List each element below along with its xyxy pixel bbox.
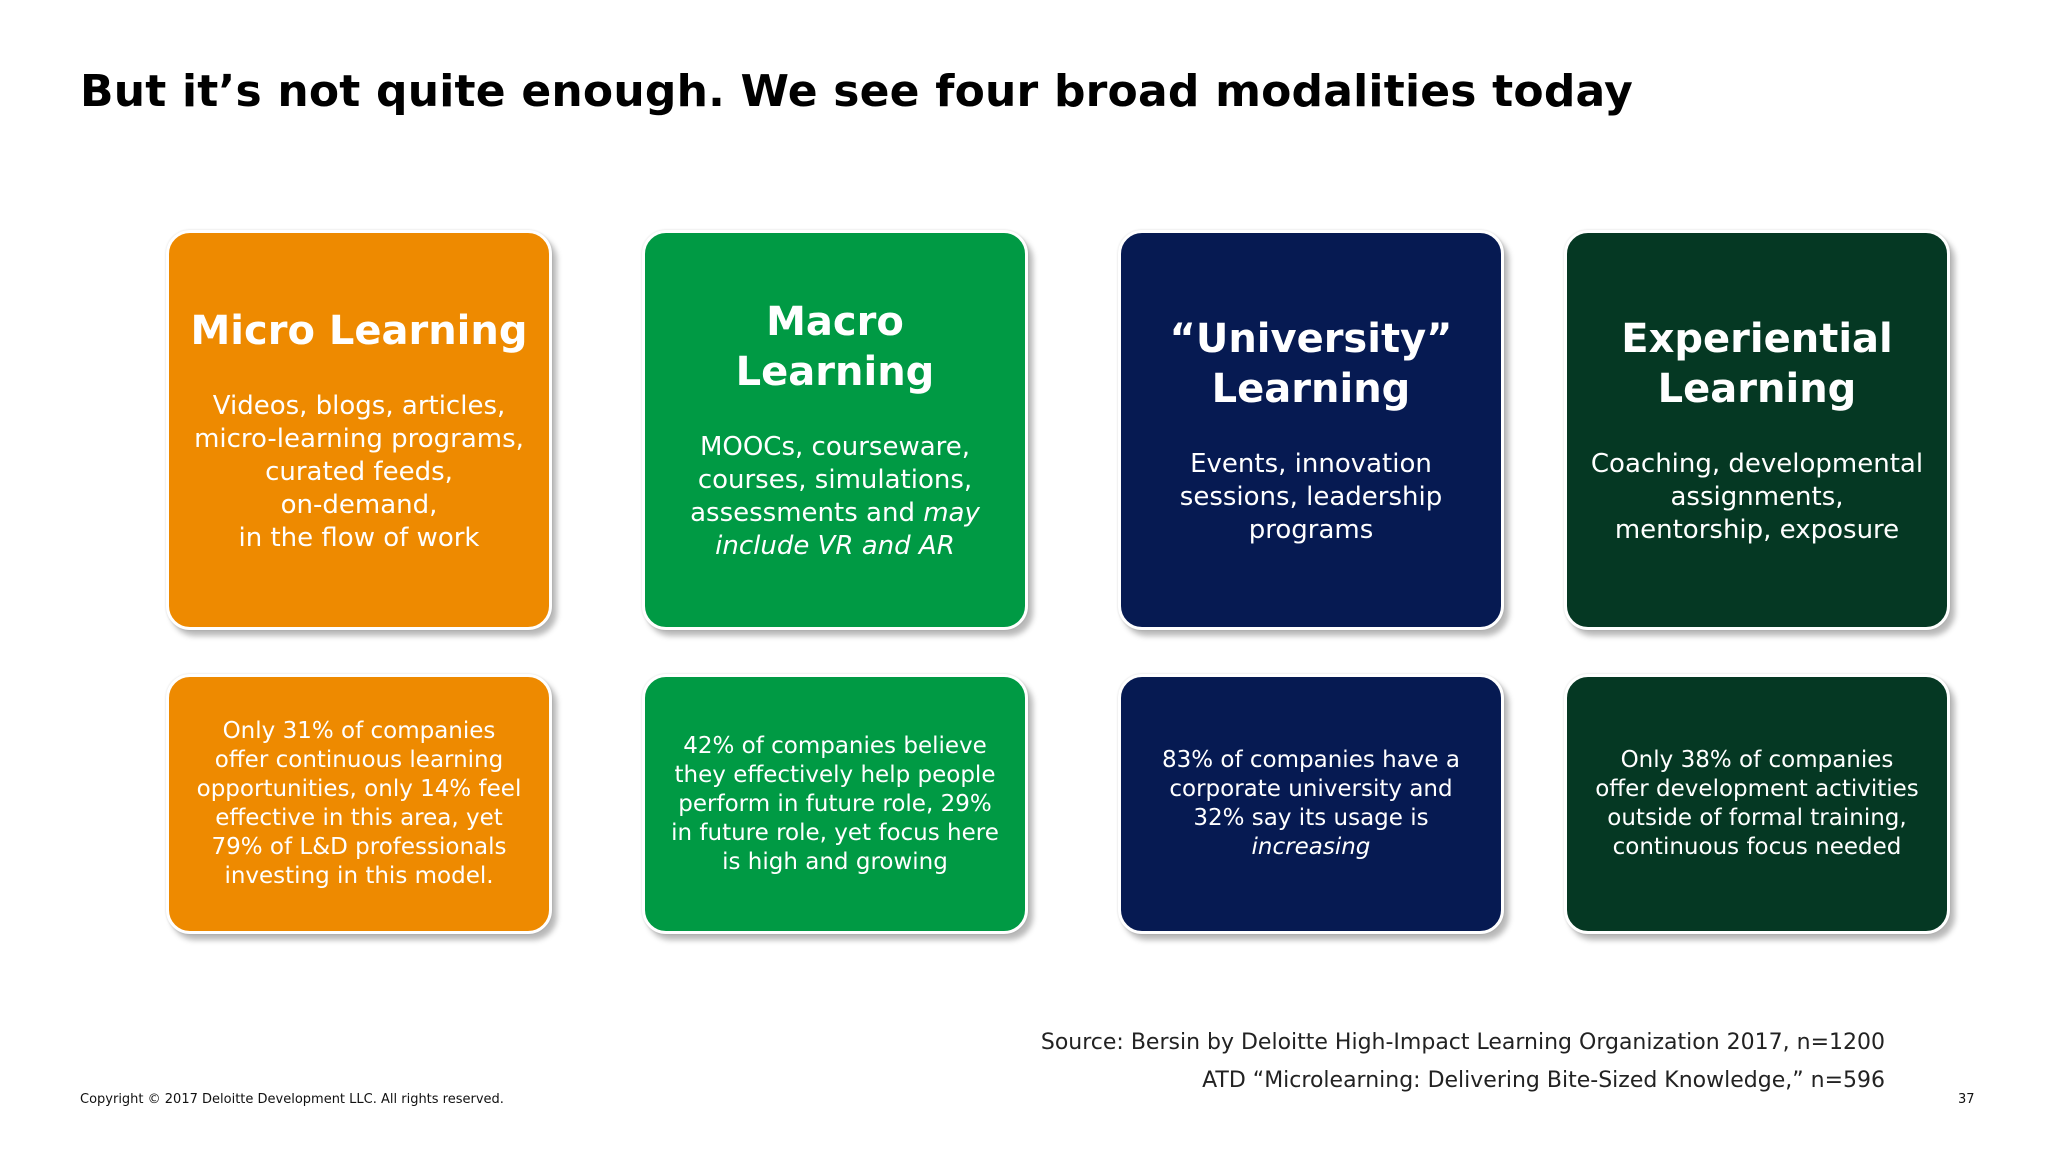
card-description: Videos, blogs, articles, micro-learning … [194, 390, 524, 555]
slide-title: But it’s not quite enough. We see four b… [80, 66, 1633, 117]
macro-learning-card: Macro Learning MOOCs, courseware, course… [642, 230, 1028, 630]
card-description: Events, innovation sessions, leadership … [1180, 448, 1442, 547]
stat-line: 32% say its usage is [1193, 805, 1429, 831]
stat-line: opportunities, only 14% feel [196, 776, 522, 802]
card-heading: Micro Learning [191, 306, 528, 356]
stat-line: effective in this area, yet [215, 805, 503, 831]
stat-line: offer continuous learning [214, 747, 504, 773]
stat-line: Only 38% of companies [1620, 747, 1894, 773]
stat-line: increasing [1251, 834, 1371, 860]
stat-line: Only 31% of companies [222, 718, 496, 744]
stat-text: 83% of companies have a corporate univer… [1162, 746, 1460, 862]
stat-line: offer development activities [1595, 776, 1919, 802]
stat-line: outside of formal training, [1607, 805, 1907, 831]
macro-learning-stat-card: 42% of companies believe they effectivel… [642, 674, 1028, 934]
description-line: courses, simulations, [697, 465, 973, 495]
card-description: MOOCs, courseware, courses, simulations,… [690, 431, 980, 563]
stat-line: is high and growing [722, 848, 948, 875]
stat-line: investing in this model. [224, 863, 494, 889]
description-line: Videos, blogs, articles, [212, 390, 506, 421]
experiential-learning-card: Experiential Learning Coaching, developm… [1564, 230, 1950, 630]
card-description: Coaching, developmental assignments, men… [1591, 448, 1923, 547]
stat-line: they effectively help people [674, 761, 996, 788]
heading-line: “University” [1169, 315, 1453, 362]
stat-text: 42% of companies believe they effectivel… [671, 732, 999, 877]
description-line: in the flow of work [238, 522, 480, 553]
source-line: Source: Bersin by Deloitte High-Impact L… [1040, 1030, 1885, 1055]
description-italic-text: may [923, 498, 980, 528]
heading-line: Micro Learning [190, 307, 528, 354]
description-line: curated feeds, [265, 456, 453, 487]
description-line: mentorship, exposure [1614, 514, 1900, 545]
description-line: micro-learning programs, [194, 423, 524, 454]
stat-text: Only 31% of companies offer continuous l… [197, 717, 522, 891]
source-citation: Source: Bersin by Deloitte High-Impact L… [1041, 1024, 1885, 1100]
card-heading: “University” Learning [1170, 314, 1453, 414]
description-line: MOOCs, courseware, [699, 432, 971, 462]
stat-line: in future role, yet focus here [671, 819, 999, 846]
description-line: include VR and AR [715, 531, 955, 561]
heading-line: Experiential [1621, 315, 1893, 362]
source-line: ATD “Microlearning: Delivering Bite-Size… [1202, 1068, 1885, 1093]
stat-text: Only 38% of companies offer development … [1595, 746, 1919, 862]
heading-line: Learning [1657, 365, 1857, 412]
university-learning-stat-card: 83% of companies have a corporate univer… [1118, 674, 1504, 934]
university-learning-card: “University” Learning Events, innovation… [1118, 230, 1504, 630]
description-line: Coaching, developmental [1590, 448, 1924, 479]
heading-line: Learning [735, 349, 935, 395]
stat-line: 79% of L&D professionals [211, 834, 507, 860]
page-number: 37 [1958, 1092, 1975, 1107]
description-line: assessments and may [690, 497, 980, 530]
card-heading: Experiential Learning [1621, 314, 1892, 414]
description-line: sessions, leadership [1179, 481, 1443, 512]
copyright-notice: Copyright © 2017 Deloitte Development LL… [80, 1092, 504, 1107]
micro-learning-card: Micro Learning Videos, blogs, articles, … [166, 230, 552, 630]
micro-learning-stat-card: Only 31% of companies offer continuous l… [166, 674, 552, 934]
experiential-learning-stat-card: Only 38% of companies offer development … [1564, 674, 1950, 934]
heading-line: Learning [1211, 365, 1411, 412]
description-line: assignments, [1670, 481, 1844, 512]
stat-line: 42% of companies believe [683, 732, 987, 759]
stat-line: continuous focus needed [1612, 834, 1902, 860]
stat-line: perform in future role, 29% [678, 790, 992, 817]
stat-line: corporate university and [1169, 776, 1453, 802]
stat-line: 83% of companies have a [1162, 747, 1460, 773]
card-heading: Macro Learning [736, 297, 935, 397]
description-line: Events, innovation [1190, 448, 1432, 479]
description-text: assessments and [690, 498, 924, 528]
description-line: programs [1248, 514, 1374, 545]
heading-line: Macro [766, 299, 904, 345]
description-line: on-demand, [280, 489, 438, 520]
